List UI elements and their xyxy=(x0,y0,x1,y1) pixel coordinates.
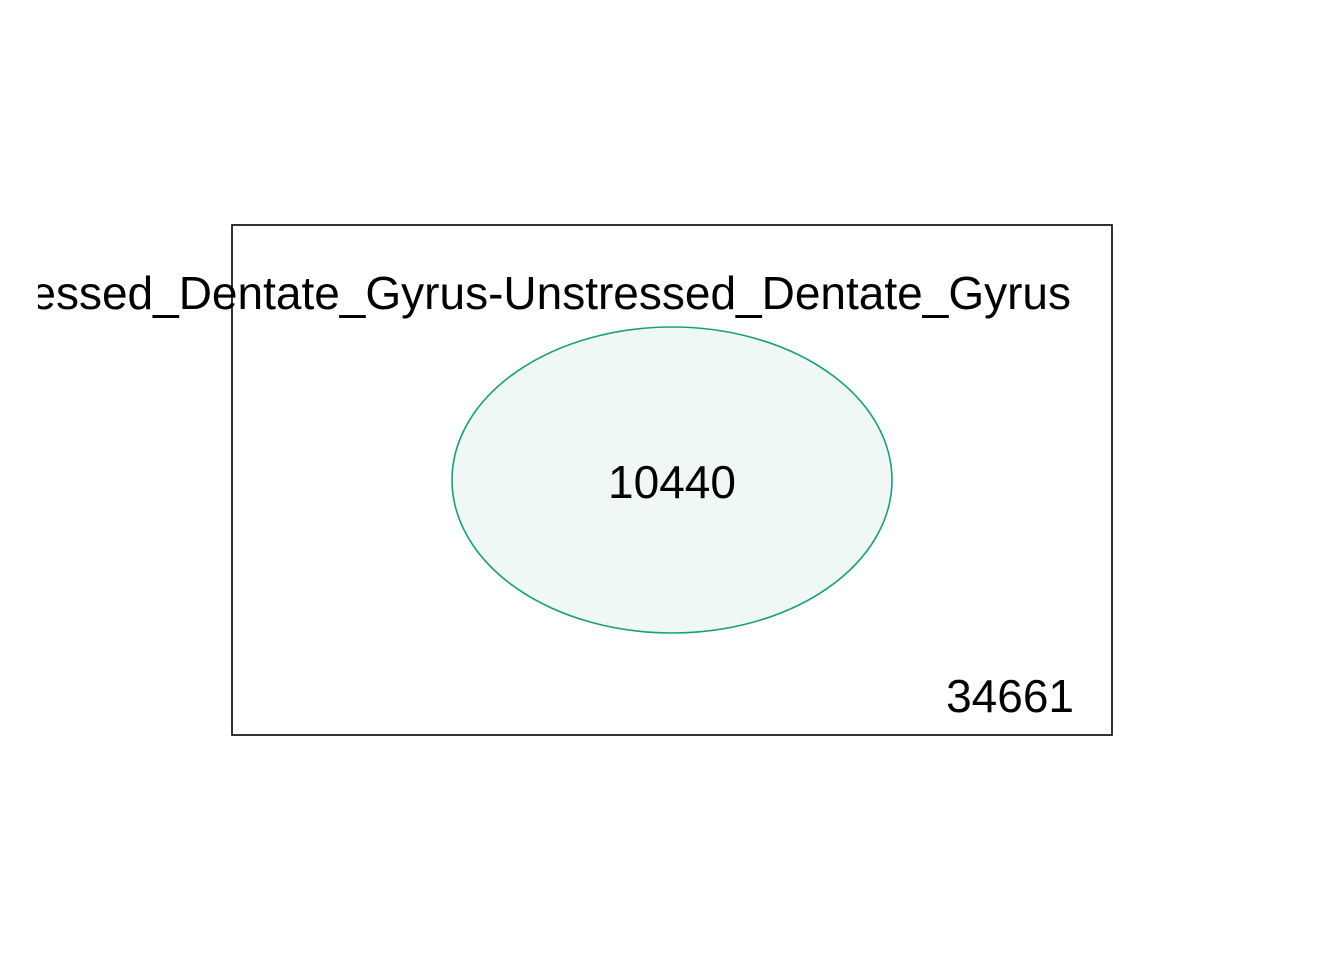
set-count: 10440 xyxy=(608,456,736,508)
set-ellipse xyxy=(451,326,893,634)
outside-count: 34661 xyxy=(946,670,1074,722)
set-label: Stressed_Dentate_Gyrus-Unstressed_Dentat… xyxy=(0,267,1071,319)
universe-box xyxy=(231,224,1113,736)
